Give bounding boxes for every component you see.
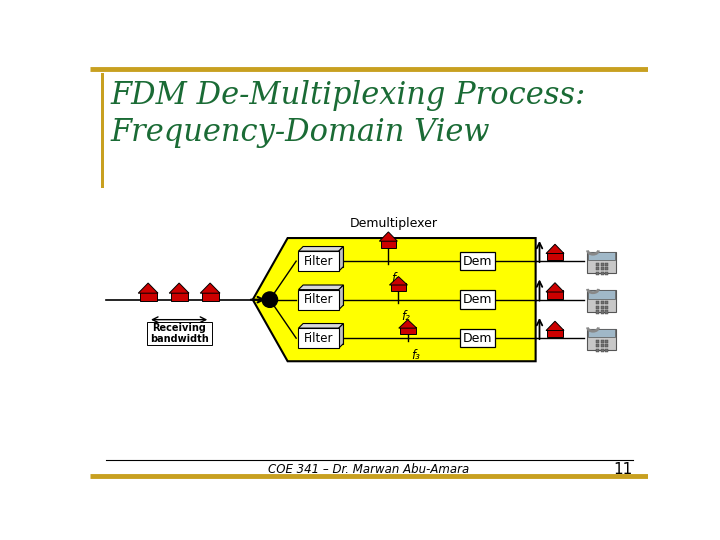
Bar (587, 329, 616, 350)
Text: Filter: Filter (304, 293, 333, 306)
Text: Dem: Dem (463, 293, 492, 306)
Bar (596, 262, 599, 266)
Bar (600, 262, 604, 266)
Bar (588, 291, 615, 299)
Bar (101, 72, 104, 188)
Bar (299, 289, 339, 309)
Bar (547, 329, 563, 338)
Bar (600, 340, 604, 343)
Bar (606, 340, 608, 343)
Bar (588, 329, 615, 337)
Polygon shape (379, 232, 397, 241)
Polygon shape (299, 323, 343, 328)
Text: f₂: f₂ (402, 310, 410, 323)
Text: Demultiplexer: Demultiplexer (350, 217, 438, 231)
Bar (596, 310, 599, 314)
Polygon shape (169, 283, 189, 293)
Bar (547, 291, 563, 299)
Polygon shape (546, 321, 564, 330)
Bar (596, 267, 599, 271)
Text: Dem: Dem (463, 255, 492, 268)
Polygon shape (299, 285, 343, 289)
Text: Filter: Filter (304, 332, 333, 345)
Polygon shape (390, 276, 408, 285)
Bar (461, 329, 495, 347)
Bar (299, 251, 339, 271)
Bar (299, 328, 339, 348)
Bar (588, 252, 615, 260)
Bar (303, 285, 343, 305)
Bar (606, 310, 608, 314)
Text: 11: 11 (613, 462, 632, 477)
Polygon shape (253, 238, 536, 361)
Text: FDM De-Multiplexing Process:: FDM De-Multiplexing Process: (110, 80, 585, 111)
Text: f₃: f₃ (411, 349, 420, 362)
Text: f₁: f₁ (392, 272, 400, 285)
Bar (600, 272, 604, 275)
Bar (606, 267, 608, 271)
Bar (587, 252, 616, 273)
Bar (606, 262, 608, 266)
Bar (596, 340, 599, 343)
Bar (381, 240, 396, 248)
Bar (600, 310, 604, 314)
Polygon shape (299, 247, 343, 251)
Bar (391, 284, 406, 291)
Bar (606, 345, 608, 347)
Bar (596, 272, 599, 275)
Bar (303, 323, 343, 343)
Bar (596, 306, 599, 309)
Bar (600, 301, 604, 304)
Bar (461, 291, 495, 309)
Bar (303, 247, 343, 267)
Polygon shape (339, 247, 343, 271)
Polygon shape (339, 285, 343, 309)
Bar (400, 327, 415, 334)
Bar (600, 306, 604, 309)
Bar (587, 291, 616, 312)
Circle shape (262, 292, 277, 307)
Bar (600, 345, 604, 347)
Bar (606, 349, 608, 352)
Bar (596, 345, 599, 347)
Bar (606, 306, 608, 309)
Bar (606, 301, 608, 304)
Polygon shape (339, 323, 343, 348)
Text: Filter: Filter (304, 255, 333, 268)
Bar (596, 301, 599, 304)
Text: Dem: Dem (463, 332, 492, 345)
Text: COE 341 – Dr. Marwan Abu-Amara: COE 341 – Dr. Marwan Abu-Amara (269, 463, 469, 476)
Bar (600, 267, 604, 271)
Bar (171, 292, 188, 301)
Polygon shape (546, 244, 564, 253)
Bar (202, 292, 219, 301)
Bar (600, 349, 604, 352)
Polygon shape (200, 283, 220, 293)
Polygon shape (399, 320, 417, 328)
Polygon shape (546, 283, 564, 292)
Polygon shape (138, 283, 158, 293)
Bar (461, 252, 495, 271)
Bar (547, 252, 563, 260)
Text: Receiving
bandwidth: Receiving bandwidth (150, 323, 209, 345)
Text: Frequency-Domain View: Frequency-Domain View (110, 117, 490, 148)
Bar (140, 292, 157, 301)
Bar (147, 322, 212, 345)
Bar (606, 272, 608, 275)
Bar (596, 349, 599, 352)
